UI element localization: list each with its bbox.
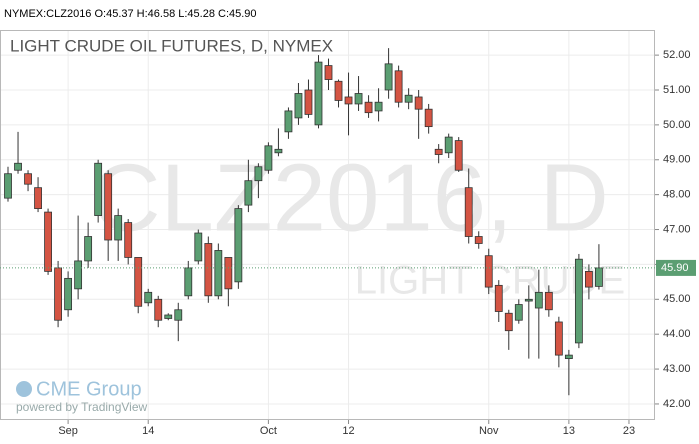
candle-body bbox=[174, 309, 183, 321]
candle-body bbox=[94, 162, 103, 216]
y-tick-label: 44.00 bbox=[663, 328, 691, 340]
candle-body bbox=[374, 101, 383, 112]
candle-body bbox=[234, 208, 243, 283]
candle-body bbox=[494, 284, 503, 312]
x-tick-label: 13 bbox=[563, 425, 575, 437]
candle-body bbox=[114, 215, 123, 241]
candle-body bbox=[534, 291, 543, 309]
candle-body bbox=[254, 166, 263, 182]
candle-body bbox=[484, 255, 493, 288]
candle-body bbox=[304, 89, 313, 115]
candle-body bbox=[364, 101, 373, 114]
y-tick-label: 48.00 bbox=[663, 189, 691, 201]
candle-body bbox=[584, 270, 593, 288]
candle-body bbox=[4, 173, 12, 199]
credit: powered by TradingView bbox=[16, 400, 148, 414]
last-price-box bbox=[656, 259, 696, 276]
candle-body bbox=[194, 232, 203, 262]
y-tick-label: 43.00 bbox=[663, 363, 691, 375]
candle-body bbox=[354, 93, 363, 105]
candle-body bbox=[424, 108, 433, 128]
candle-body bbox=[264, 145, 273, 171]
candle-body bbox=[154, 298, 163, 321]
candle-body bbox=[294, 93, 303, 119]
candle-body bbox=[14, 162, 22, 171]
candle-body bbox=[434, 148, 443, 155]
candle-body bbox=[274, 148, 283, 154]
candle-body bbox=[214, 250, 223, 297]
candle-body bbox=[464, 187, 473, 237]
candle-body bbox=[64, 277, 73, 311]
candle-body bbox=[404, 94, 413, 103]
candle-body bbox=[44, 211, 52, 272]
x-tick-label: Oct bbox=[260, 425, 277, 437]
grid bbox=[0, 30, 655, 420]
candle-body bbox=[184, 267, 193, 297]
candle-body bbox=[244, 180, 253, 206]
candle-body bbox=[164, 314, 173, 319]
logo-icon bbox=[16, 381, 32, 397]
candle-body bbox=[324, 65, 333, 80]
x-tick-label: 23 bbox=[623, 425, 635, 437]
candle-body bbox=[24, 173, 32, 185]
candle-body bbox=[34, 187, 42, 210]
candle-body bbox=[524, 298, 533, 302]
candle-body bbox=[514, 304, 523, 321]
y-tick-label: 51.00 bbox=[663, 84, 691, 96]
candle-body bbox=[144, 291, 153, 304]
y-tick-label: 45.00 bbox=[663, 293, 691, 305]
candle-body bbox=[104, 173, 113, 241]
x-tick-label: Sep bbox=[58, 425, 78, 437]
last-price-label: 45.90 bbox=[661, 262, 689, 274]
watermark: CLZ2016, D bbox=[91, 144, 609, 251]
candle-body bbox=[554, 321, 563, 356]
candle-body bbox=[474, 236, 483, 244]
candle-body bbox=[544, 291, 553, 311]
candle-body bbox=[134, 257, 143, 307]
candle-body bbox=[414, 96, 423, 110]
y-tick-label: 47.00 bbox=[663, 223, 691, 235]
candle-body bbox=[284, 110, 293, 133]
x-tick-label: 14 bbox=[142, 425, 154, 437]
candle-body bbox=[204, 243, 213, 297]
x-tick-label: 12 bbox=[342, 425, 354, 437]
logo: CME Group bbox=[36, 378, 142, 400]
candle-body bbox=[564, 354, 573, 360]
candle-body bbox=[74, 260, 83, 290]
y-tick-label: 42.00 bbox=[663, 398, 691, 410]
candle-body bbox=[344, 96, 353, 105]
candle-body bbox=[595, 267, 603, 287]
y-tick-label: 49.00 bbox=[663, 154, 691, 166]
candles bbox=[4, 48, 603, 396]
candle-body bbox=[504, 312, 513, 332]
candle-body bbox=[224, 257, 233, 290]
candle-body bbox=[394, 70, 403, 103]
x-tick-label: Nov bbox=[479, 425, 499, 437]
candle-body bbox=[334, 80, 343, 101]
candle-body bbox=[574, 258, 583, 344]
y-tick-label: 50.00 bbox=[663, 119, 691, 131]
plot-border bbox=[0, 30, 655, 420]
candle-body bbox=[454, 140, 463, 171]
header: NYMEX:CLZ2016 O:45.37 H:46.58 L:45.28 C:… bbox=[4, 8, 257, 20]
candle-body bbox=[444, 136, 453, 154]
candle-body bbox=[124, 222, 133, 258]
candle-body bbox=[384, 63, 393, 91]
candle-body bbox=[314, 61, 323, 126]
chart-title: LIGHT CRUDE OIL FUTURES, D, NYMEX bbox=[10, 36, 333, 55]
y-tick-label: 52.00 bbox=[663, 49, 691, 61]
candle-body bbox=[54, 267, 62, 321]
candle-body bbox=[84, 236, 93, 262]
